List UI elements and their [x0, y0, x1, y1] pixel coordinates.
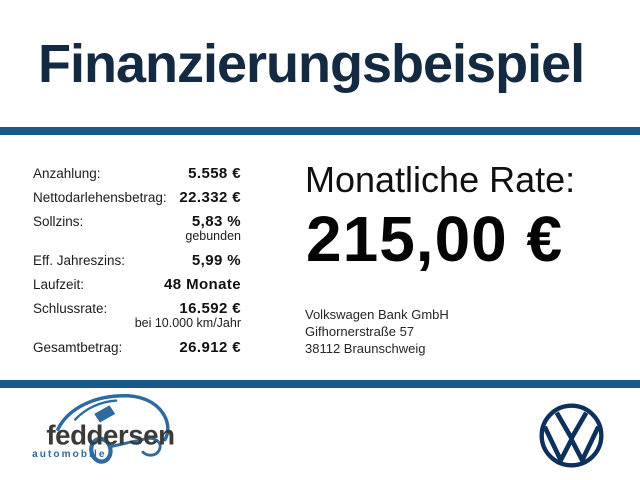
finance-value: 5,83 %	[191, 213, 241, 230]
finance-row-laufzeit: Laufzeit: 48 Monate	[33, 277, 241, 292]
finance-note: bei 10.000 km/Jahr	[134, 316, 241, 330]
vw-v-glyph	[554, 411, 589, 443]
car-windshield-sketch-icon	[73, 399, 118, 421]
page-title: Finanzierungsbeispiel	[38, 34, 585, 94]
finance-row-nettodarlehensbetrag: Nettodarlehensbetrag: 22.332 €	[33, 190, 241, 205]
monthly-rate-value: 215,00 €	[306, 203, 564, 275]
monthly-rate-label: Monatliche Rate:	[305, 159, 576, 200]
finance-label: Gesamtbetrag:	[33, 340, 123, 355]
finance-value: 26.912 €	[179, 339, 241, 356]
finance-row-schlussrate: Schlussrate: 16.592 € bei 10.000 km/Jahr	[33, 301, 241, 331]
car-rear-sketch-icon	[141, 436, 162, 457]
finance-details-table: Anzahlung: 5.558 € Nettodarlehensbetrag:…	[33, 166, 241, 364]
finance-value: 5,99 %	[191, 252, 241, 269]
car-wheel-icon	[89, 436, 113, 464]
finance-row-gesamtbetrag: Gesamtbetrag: 26.912 €	[33, 340, 241, 355]
footer-divider	[0, 380, 640, 388]
finance-label: Sollzins:	[33, 214, 84, 229]
finance-note: gebunden	[185, 229, 241, 243]
header-divider	[0, 127, 640, 135]
car-underbody-sketch-icon	[109, 437, 148, 448]
finance-value: 22.332 €	[179, 189, 241, 206]
vw-logo-icon	[539, 403, 604, 468]
finance-value: 48 Monate	[164, 276, 241, 293]
car-pillar-icon	[94, 405, 116, 423]
finance-label: Eff. Jahreszins:	[33, 253, 126, 268]
dealer-name-text: feddersen	[46, 420, 174, 451]
dealer-logo-feddersen: feddersen automobile	[32, 394, 175, 464]
vw-w-glyph	[542, 425, 601, 466]
vw-ring	[539, 403, 604, 468]
car-roof-sketch-icon	[56, 394, 170, 442]
finance-label: Laufzeit:	[33, 277, 85, 292]
bank-street: Gifhornerstraße 57	[305, 324, 415, 339]
finance-label: Schlussrate:	[33, 301, 108, 316]
finance-row-sollzins: Sollzins: 5,83 % gebunden	[33, 214, 241, 244]
finance-row-eff-jahreszins: Eff. Jahreszins: 5,99 %	[33, 253, 241, 268]
finance-label: Anzahlung:	[33, 166, 101, 181]
finance-row-anzahlung: Anzahlung: 5.558 €	[33, 166, 241, 181]
bank-name: Volkswagen Bank GmbH	[305, 307, 449, 322]
finance-label: Nettodarlehensbetrag:	[33, 190, 167, 205]
finance-value: 5.558 €	[188, 165, 241, 182]
bank-address: Volkswagen Bank GmbH Gifhornerstraße 57 …	[305, 306, 449, 357]
finance-value: 16.592 €	[179, 300, 241, 317]
bank-city: 38112 Braunschweig	[305, 341, 426, 356]
dealer-subtitle-text: automobile	[32, 449, 106, 460]
